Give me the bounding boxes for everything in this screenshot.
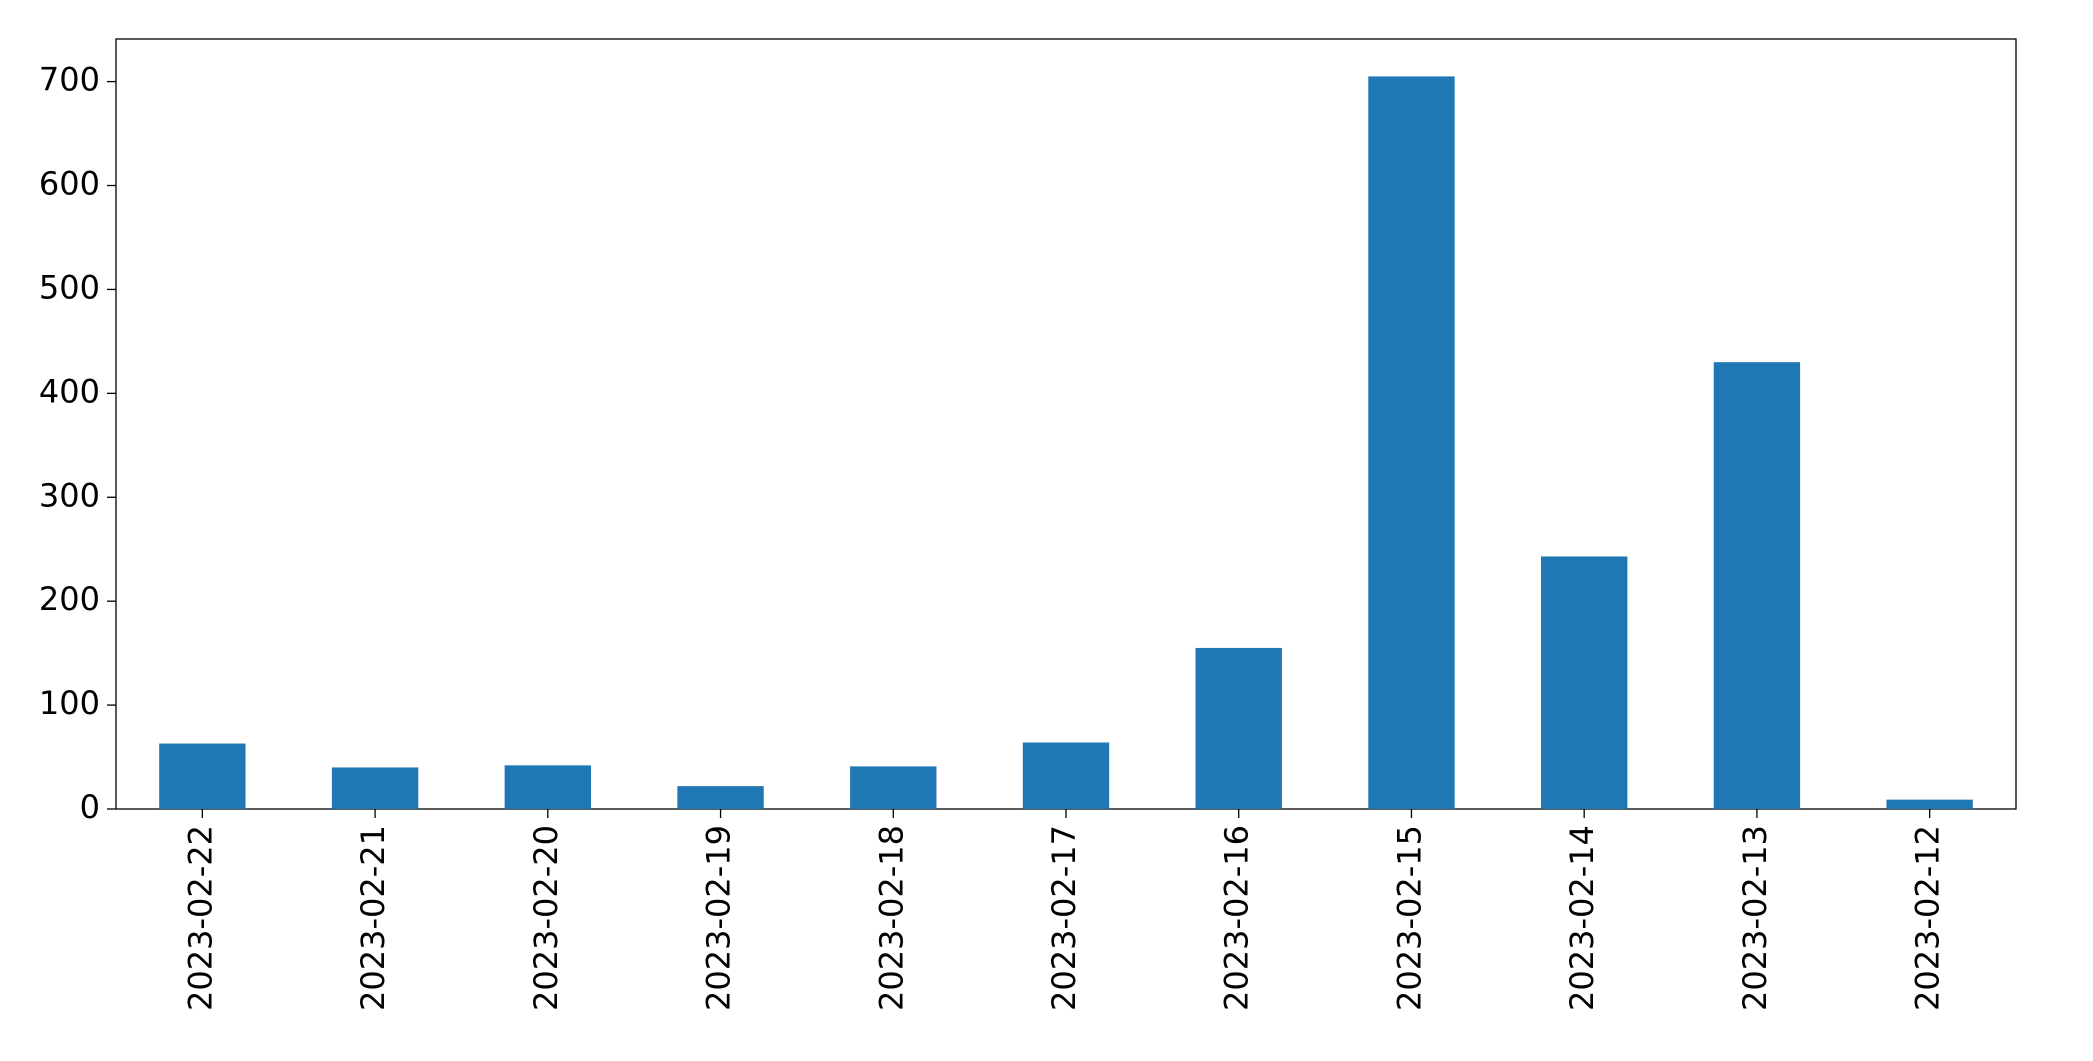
x-tick-label: 2023-02-18	[872, 825, 910, 1011]
bar	[159, 743, 246, 809]
x-tick-label: 2023-02-22	[181, 825, 219, 1011]
x-tick-label: 2023-02-17	[1045, 825, 1083, 1011]
x-tick-label: 2023-02-21	[354, 825, 392, 1011]
bar	[1368, 76, 1455, 809]
y-tick-label: 700	[39, 61, 100, 99]
bar	[1195, 647, 1282, 809]
x-tick-label: 2023-02-15	[1390, 825, 1428, 1011]
y-tick-label: 100	[39, 684, 100, 722]
bar	[850, 766, 937, 809]
y-tick-label: 400	[39, 372, 100, 410]
x-tick-label: 2023-02-13	[1736, 825, 1774, 1011]
y-tick-label: 500	[39, 268, 100, 306]
bar	[331, 767, 419, 809]
x-tick-label: 2023-02-14	[1563, 825, 1601, 1011]
y-tick-label: 300	[39, 476, 100, 514]
x-tick-label: 2023-02-20	[527, 825, 565, 1011]
bar	[1886, 799, 1973, 809]
x-tick-label: 2023-02-12	[1909, 825, 1947, 1011]
y-tick-label: 200	[39, 580, 100, 618]
bar	[1022, 742, 1110, 809]
y-tick-label: 0	[80, 788, 100, 826]
bar	[677, 786, 764, 809]
y-tick-label: 600	[39, 165, 100, 203]
bar	[504, 765, 591, 809]
bar	[1713, 362, 1801, 809]
x-tick-label: 2023-02-19	[700, 825, 738, 1011]
x-tick-label: 2023-02-16	[1218, 825, 1256, 1011]
bar	[1541, 556, 1628, 809]
